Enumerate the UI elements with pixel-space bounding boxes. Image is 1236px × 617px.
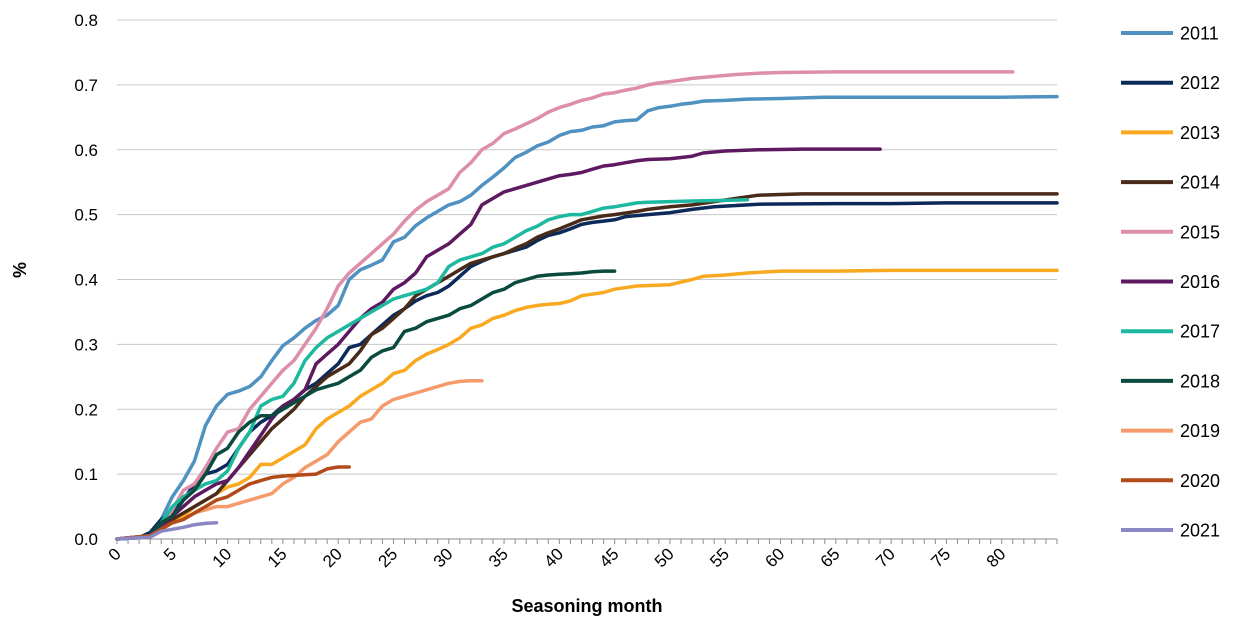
series-lines [115, 70, 1059, 541]
series-line-2012 [115, 201, 1059, 541]
x-tick-label: 70 [872, 544, 899, 571]
series-line-2020 [115, 465, 351, 541]
series-line-2016 [115, 147, 882, 541]
legend-label-2016: 2016 [1180, 272, 1220, 292]
x-tick-label: 0 [105, 544, 125, 564]
x-tick-label: 10 [209, 544, 236, 571]
series-line-2018 [115, 269, 617, 541]
x-tick-label: 50 [651, 544, 678, 571]
x-tick-label: 45 [596, 544, 623, 571]
y-axis-title: % [10, 262, 30, 278]
y-tick-label: 0.7 [74, 76, 98, 95]
y-tick-label: 0.6 [74, 141, 98, 160]
y-tick-label: 0.5 [74, 206, 98, 225]
x-tick-labels: 0 5 10 15 20 25 30 35 40 45 50 55 60 65 70 75 80 [105, 544, 1010, 571]
legend-label-2020: 2020 [1180, 471, 1220, 491]
legend-label-2021: 2021 [1180, 521, 1220, 541]
series-line-2013 [115, 268, 1059, 541]
legend-label-2011: 2011 [1180, 24, 1219, 44]
x-tick-label: 80 [983, 544, 1010, 571]
legend: 2011 2012 2013 2014 2015 2016 2017 2018 2019 2020… [1121, 24, 1220, 541]
x-tick-label: 35 [485, 544, 512, 571]
series-line-2014 [115, 192, 1059, 541]
y-tick-label: 0.0 [74, 530, 98, 549]
legend-label-2018: 2018 [1180, 371, 1220, 391]
x-axis-title: Seasoning month [511, 596, 662, 616]
x-tick-label: 5 [160, 544, 180, 564]
series-line-2017 [115, 197, 750, 541]
series-line-2015 [115, 70, 1015, 541]
legend-label-2019: 2019 [1180, 421, 1220, 441]
gridlines [117, 19, 1057, 475]
legend-label-2013: 2013 [1180, 123, 1220, 143]
x-tick-label: 55 [706, 544, 733, 571]
x-tick-label: 60 [762, 544, 789, 571]
x-tick-label: 25 [374, 544, 401, 571]
x-tick-label: 30 [430, 544, 457, 571]
y-tick-label: 0.4 [74, 271, 98, 290]
x-tick-label: 75 [927, 544, 954, 571]
axes [116, 538, 1058, 544]
y-tick-label: 0.1 [74, 465, 98, 484]
y-tick-label: 0.8 [74, 11, 98, 30]
x-tick-label: 40 [540, 544, 567, 571]
x-tick-label: 20 [319, 544, 346, 571]
series-line-2011 [115, 94, 1059, 541]
y-tick-label: 0.2 [74, 400, 98, 419]
series-line-2021 [115, 521, 219, 541]
legend-label-2017: 2017 [1180, 322, 1220, 342]
x-tick-label: 15 [264, 544, 291, 571]
y-tick-label: 0.3 [74, 335, 98, 354]
legend-label-2015: 2015 [1180, 222, 1220, 242]
legend-label-2012: 2012 [1180, 73, 1220, 93]
x-tick-label: 65 [817, 544, 844, 571]
y-tick-labels: 0.0 0.1 0.2 0.3 0.4 0.5 0.6 0.7 0.8 [74, 11, 98, 549]
legend-label-2014: 2014 [1180, 173, 1220, 193]
